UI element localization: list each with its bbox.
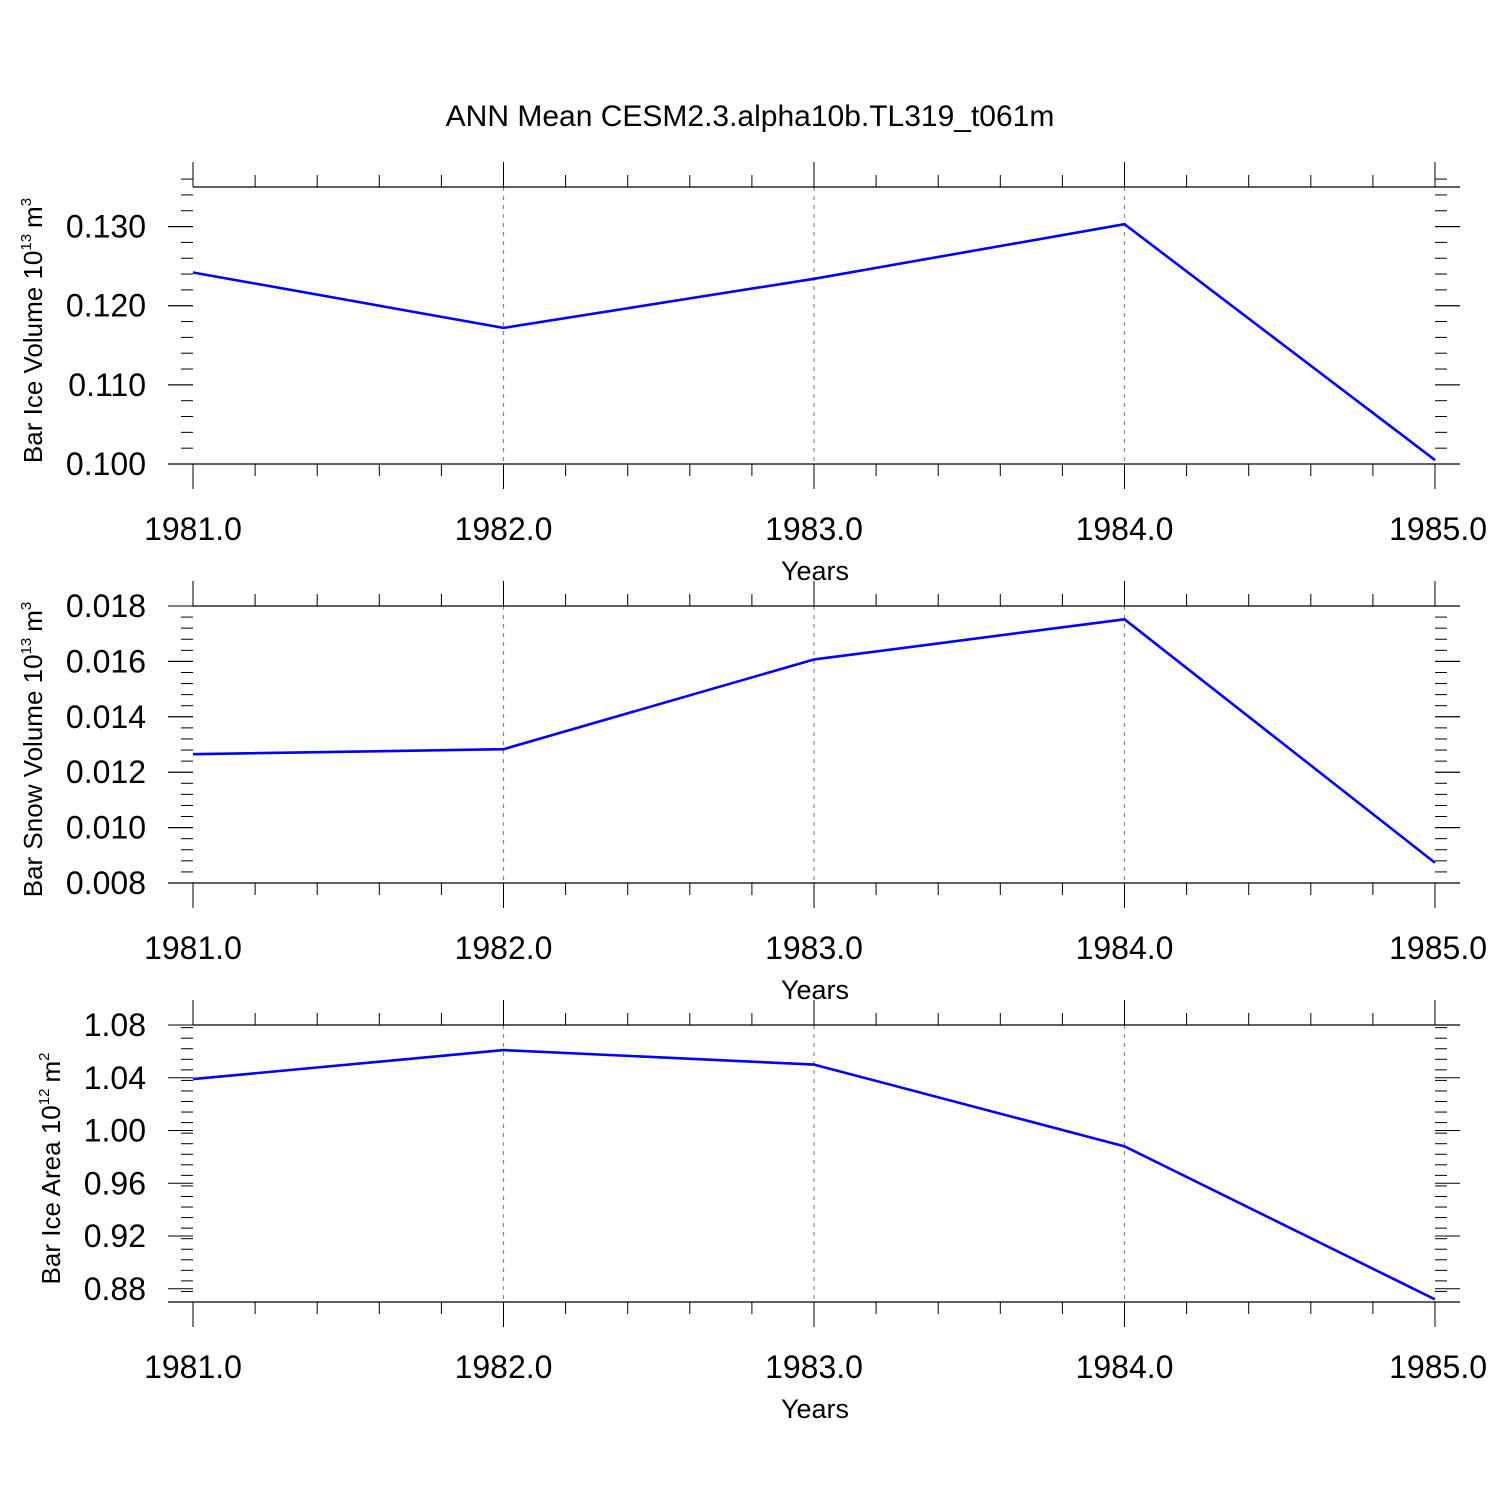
y-axis-title: Bar Ice Volume 1013 m3 (18, 198, 48, 463)
x-tick-label: 1981.0 (144, 1349, 242, 1385)
y-tick-label: 1.00 (84, 1113, 146, 1149)
x-tick-label: 1984.0 (1076, 930, 1174, 966)
y-tick-label: 0.130 (66, 209, 146, 245)
y-axis-title-exponent: 13 (18, 638, 35, 655)
x-tick-label: 1982.0 (455, 930, 553, 966)
y-axis-title-unit-exponent: 3 (18, 198, 35, 206)
x-axis-title: Years (781, 1394, 849, 1424)
y-axis-title-exponent: 12 (36, 1089, 53, 1106)
y-tick-label: 0.120 (66, 288, 146, 324)
x-axis-title: Years (781, 975, 849, 1005)
x-tick-label: 1985.0 (1389, 930, 1487, 966)
y-tick-label: 0.014 (66, 699, 146, 735)
y-axis-title-unit: m (18, 206, 48, 228)
x-tick-label: 1984.0 (1076, 511, 1174, 547)
x-tick-label: 1985.0 (1389, 1349, 1487, 1385)
x-tick-label: 1985.0 (1389, 511, 1487, 547)
series-line-1 (192, 1048, 1436, 1301)
y-axis-title-base: Bar Ice Area 10 (36, 1105, 66, 1284)
x-tick-label: 1983.0 (765, 1349, 863, 1385)
y-axis-title-base: Bar Ice Volume 10 (18, 251, 48, 463)
y-axis-title-unit-exponent: 2 (36, 1053, 53, 1061)
y-tick-label: 0.110 (68, 367, 146, 403)
y-axis-title-base: Bar Snow Volume 10 (18, 654, 48, 897)
x-tick-label: 1981.0 (144, 511, 242, 547)
y-tick-label: 0.100 (66, 446, 146, 482)
chart-panel-2: 0.008 0.010 0.012 0.014 0.016 0.018 1981.0 1982… (18, 581, 1487, 1005)
y-axis-title-unit-exponent: 3 (18, 602, 35, 610)
y-tick-label: 0.92 (84, 1218, 146, 1254)
figure-title: ANN Mean CESM2.3.alpha10b.TL319_t061m (446, 100, 1055, 133)
y-axis-title-unit: m (18, 610, 48, 632)
y-axis-title: Bar Snow Volume 1013 m3 (18, 602, 48, 898)
panels: 0.100 0.110 0.120 0.130 1981.0 1982.0 1983.0 19… (18, 162, 1487, 1424)
x-tick-label: 1982.0 (455, 1349, 553, 1385)
x-tick-label: 1983.0 (765, 930, 863, 966)
y-tick-label: 0.96 (84, 1165, 146, 1201)
y-tick-label: 0.010 (66, 810, 146, 846)
y-tick-label: 0.008 (66, 865, 146, 901)
x-tick-label: 1982.0 (455, 511, 553, 547)
y-tick-label: 0.012 (66, 754, 146, 790)
y-tick-label: 0.018 (66, 588, 146, 624)
x-tick-label: 1981.0 (144, 930, 242, 966)
y-axis-title-unit: m (36, 1061, 66, 1083)
y-tick-label: 0.88 (84, 1271, 146, 1307)
y-tick-label: 1.04 (84, 1060, 146, 1096)
y-axis-title: Bar Ice Area 1012 m2 (36, 1053, 66, 1285)
x-axis-title: Years (781, 556, 849, 586)
y-axis-title-exponent: 13 (18, 234, 35, 251)
series-line-1 (192, 222, 1436, 462)
x-tick-label: 1983.0 (765, 511, 863, 547)
y-tick-label: 0.016 (66, 643, 146, 679)
chart-panel-1: 0.100 0.110 0.120 0.130 1981.0 1982.0 1983.0 19… (18, 162, 1487, 586)
series-line-1 (192, 617, 1436, 864)
y-tick-label: 1.08 (84, 1007, 146, 1043)
chart-panel-3: 0.88 0.92 0.96 1.00 1.04 1.08 1981.0 1982.0 1983… (36, 1000, 1487, 1424)
x-tick-label: 1984.0 (1076, 1349, 1174, 1385)
